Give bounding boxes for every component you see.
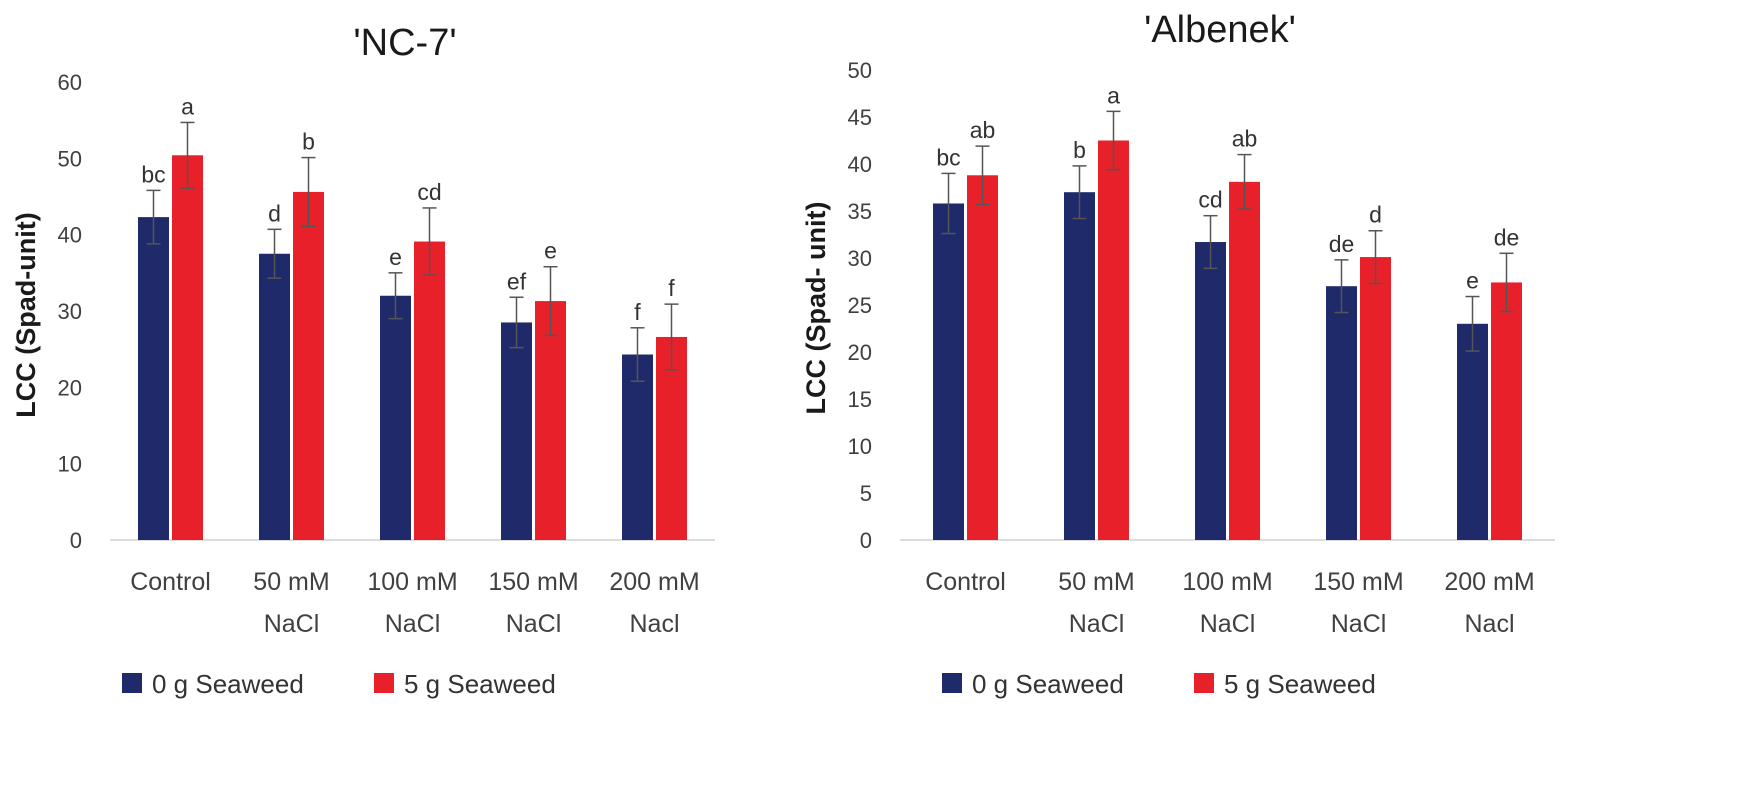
- y-tick-label: 25: [848, 293, 872, 318]
- significance-letter: bc: [936, 144, 960, 170]
- y-tick-label: 50: [58, 146, 82, 171]
- bar-seaweed-0g: [1457, 323, 1488, 540]
- x-tick-label: 150 mM: [488, 568, 578, 596]
- x-tick-label: 50 mM: [253, 568, 329, 596]
- significance-letter: cd: [1198, 187, 1222, 213]
- significance-letter: b: [1073, 137, 1086, 163]
- legend-entry: 0 g Seaweed: [972, 669, 1124, 699]
- significance-letter: b: [302, 129, 315, 155]
- x-tick-label: NaCl: [264, 610, 320, 638]
- bar-seaweed-0g: [501, 322, 532, 540]
- bar-seaweed-0g: [1326, 286, 1357, 540]
- bar-seaweed-5g: [414, 241, 445, 540]
- legend-swatch: [374, 673, 394, 693]
- legend-swatch: [942, 673, 962, 693]
- bar-seaweed-5g: [1491, 282, 1522, 540]
- y-tick-label: 15: [848, 387, 872, 412]
- significance-letter: f: [668, 275, 675, 301]
- significance-letter: d: [1369, 202, 1382, 228]
- y-tick-label: 50: [848, 58, 872, 83]
- y-tick-label: 5: [860, 481, 872, 506]
- bar-seaweed-5g: [1229, 181, 1260, 541]
- x-tick-label: 100 mM: [367, 568, 457, 596]
- y-tick-label: 10: [848, 434, 872, 459]
- x-tick-label: Nacl: [1464, 610, 1514, 638]
- chart-panel-2: 'Albenek' LCC (Spad- unit) 0 5 10 15 20 25 30 35 4…: [801, 9, 1555, 699]
- bar-seaweed-0g: [622, 354, 653, 540]
- significance-letter: de: [1329, 231, 1355, 257]
- chart-title: 'Albenek': [1144, 9, 1296, 51]
- y-tick-label: 20: [848, 340, 872, 365]
- legend-entry: 0 g Seaweed: [152, 669, 304, 699]
- significance-letter: e: [544, 238, 557, 264]
- significance-letter: d: [268, 200, 281, 226]
- y-tick-label: 20: [58, 375, 82, 400]
- y-tick-label: 0: [860, 528, 872, 553]
- significance-letter: ef: [507, 268, 527, 294]
- x-tick-label: 150 mM: [1313, 568, 1403, 596]
- chart-title: 'NC-7': [353, 22, 456, 64]
- y-tick-label: 60: [58, 70, 82, 95]
- x-tick-label: 50 mM: [1058, 568, 1134, 596]
- y-tick-label: 40: [58, 223, 82, 248]
- significance-letter: a: [1107, 82, 1120, 108]
- significance-letter: e: [389, 244, 402, 270]
- legend-swatch: [122, 673, 142, 693]
- x-tick-label: 200 mM: [609, 568, 699, 596]
- y-tick-label: 30: [58, 299, 82, 324]
- x-tick-label: Control: [925, 568, 1006, 596]
- x-tick-label: 100 mM: [1182, 568, 1272, 596]
- y-axis-label: LCC (Spad-unit): [11, 212, 41, 417]
- bar-seaweed-5g: [535, 301, 566, 540]
- y-tick-label: 45: [848, 105, 872, 130]
- bar-seaweed-5g: [293, 191, 324, 541]
- legend-entry: 5 g Seaweed: [404, 669, 556, 699]
- y-tick-label: 30: [848, 246, 872, 271]
- bar-seaweed-0g: [138, 217, 169, 541]
- x-tick-label: NaCl: [385, 610, 441, 638]
- x-tick-label: NaCl: [1200, 610, 1256, 638]
- significance-letter: ab: [1232, 126, 1258, 152]
- bar-seaweed-0g: [1064, 192, 1095, 540]
- x-tick-label: Control: [130, 568, 211, 596]
- bar-seaweed-0g: [259, 253, 290, 540]
- y-tick-label: 0: [70, 528, 82, 553]
- significance-letter: ab: [970, 117, 996, 143]
- x-tick-label: NaCl: [1069, 610, 1125, 638]
- y-tick-label: 10: [58, 452, 82, 477]
- legend-swatch: [1194, 673, 1214, 693]
- significance-letter: bc: [141, 161, 165, 187]
- bar-seaweed-5g: [967, 175, 998, 540]
- legend-entry: 5 g Seaweed: [1224, 669, 1376, 699]
- x-tick-label: 200 mM: [1444, 568, 1534, 596]
- significance-letter: de: [1494, 224, 1520, 250]
- bar-seaweed-5g: [172, 155, 203, 540]
- x-tick-label: NaCl: [1331, 610, 1387, 638]
- x-tick-label: NaCl: [506, 610, 562, 638]
- y-tick-label: 40: [848, 152, 872, 177]
- bar-seaweed-0g: [933, 203, 964, 541]
- significance-letter: f: [634, 299, 641, 325]
- bar-seaweed-5g: [1098, 140, 1129, 540]
- chart-panel-1: 'NC-7' LCC (Spad-unit) 0 10 20 30 40 50 60 Contro…: [11, 22, 715, 699]
- bar-seaweed-0g: [1195, 242, 1226, 540]
- significance-letter: e: [1466, 268, 1479, 294]
- y-axis-label: LCC (Spad- unit): [801, 202, 831, 415]
- bar-seaweed-5g: [656, 336, 687, 540]
- bar-seaweed-0g: [380, 295, 411, 540]
- significance-letter: cd: [417, 179, 441, 205]
- bar-seaweed-5g: [1360, 257, 1391, 540]
- y-tick-label: 35: [848, 199, 872, 224]
- significance-letter: a: [181, 93, 194, 119]
- x-tick-label: Nacl: [629, 610, 679, 638]
